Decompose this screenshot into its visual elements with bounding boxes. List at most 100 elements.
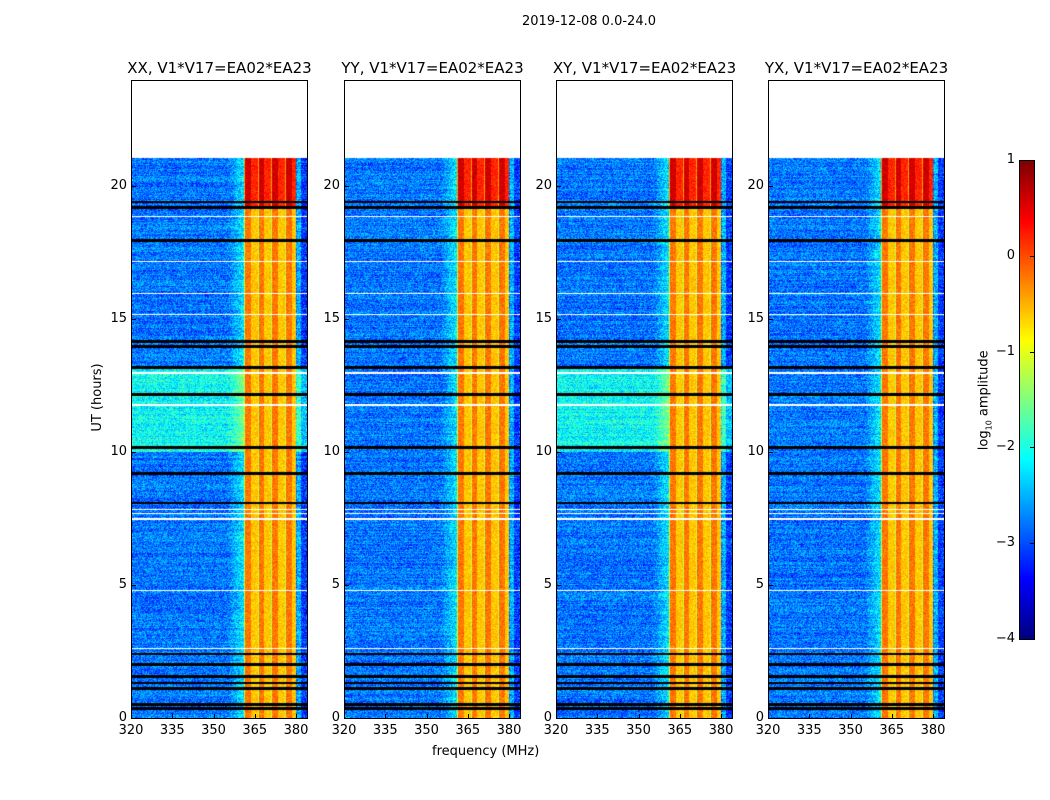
- colorbar-gradient: [1020, 161, 1034, 639]
- x-tick-label: 380: [708, 723, 734, 738]
- colorbar-tick-mark: [1030, 351, 1035, 353]
- colorbar-label-suffix: amplitude: [976, 350, 992, 421]
- heatmap-yx: [769, 81, 944, 718]
- x-tick-label: 320: [118, 723, 144, 738]
- y-tick-mark: [556, 718, 561, 719]
- x-tick-label: 380: [283, 723, 309, 738]
- x-tick-label: 350: [838, 723, 863, 738]
- heatmap-yy: [345, 81, 520, 718]
- heatmap-xx: [132, 81, 307, 718]
- figure-title: 2019-12-08 0.0-24.0: [522, 14, 656, 29]
- y-tick-label: 5: [118, 577, 127, 593]
- colorbar-label-subscript: 10: [984, 420, 994, 431]
- colorbar-tick-label: −3: [995, 535, 1015, 551]
- y-tick-mark: [344, 585, 349, 587]
- panel-title: XX, V1*V17=EA02*EA23: [127, 59, 312, 77]
- x-tick-label: 320: [543, 723, 569, 738]
- x-tick-label: 335: [372, 723, 398, 738]
- x-tick-mark: [254, 714, 256, 719]
- y-tick-label: 15: [747, 311, 764, 327]
- y-tick-label: 5: [755, 577, 764, 593]
- y-tick-label: 10: [110, 444, 127, 460]
- y-tick-mark: [768, 452, 773, 454]
- y-tick-label: 20: [535, 178, 552, 194]
- x-tick-label: 365: [455, 723, 481, 738]
- y-tick-mark: [556, 452, 561, 454]
- x-tick-mark: [172, 714, 174, 719]
- x-tick-mark: [344, 714, 345, 719]
- x-tick-label: 350: [626, 723, 651, 738]
- colorbar-tick-label: −1: [995, 343, 1015, 359]
- panel-title: YY, V1*V17=EA02*EA23: [341, 59, 524, 77]
- panel-axes-xx: [131, 80, 308, 719]
- x-tick-label: 380: [920, 723, 946, 738]
- x-tick-mark: [679, 714, 681, 719]
- y-tick-label: 10: [747, 444, 764, 460]
- colorbar: [1019, 160, 1035, 640]
- y-tick-label: 20: [323, 178, 340, 194]
- y-tick-mark: [344, 186, 349, 188]
- x-tick-mark: [467, 714, 469, 719]
- y-tick-mark: [768, 718, 773, 719]
- colorbar-tick-mark: [1030, 160, 1035, 161]
- x-tick-mark: [638, 714, 640, 719]
- panel-title: YX, V1*V17=EA02*EA23: [764, 59, 949, 77]
- y-tick-label: 20: [110, 178, 127, 194]
- x-tick-label: 380: [496, 723, 522, 738]
- y-tick-mark: [131, 718, 136, 719]
- y-tick-mark: [556, 186, 561, 188]
- y-tick-mark: [344, 718, 349, 719]
- colorbar-tick-label: −4: [995, 631, 1015, 646]
- x-tick-mark: [933, 714, 934, 719]
- y-tick-label: 10: [323, 444, 340, 460]
- y-tick-mark: [556, 585, 561, 587]
- y-tick-mark: [768, 186, 773, 188]
- panel-axes-xy: [556, 80, 733, 719]
- x-tick-label: 350: [414, 723, 439, 738]
- x-tick-label: 320: [755, 723, 781, 738]
- x-tick-mark: [296, 714, 297, 719]
- y-tick-label: 0: [755, 710, 764, 725]
- colorbar-tick-label: −2: [995, 439, 1015, 455]
- y-tick-label: 15: [323, 311, 340, 327]
- x-tick-label: 320: [331, 723, 357, 738]
- x-tick-mark: [850, 714, 852, 719]
- x-tick-label: 335: [796, 723, 822, 738]
- colorbar-tick-mark: [1030, 447, 1035, 449]
- x-tick-mark: [385, 714, 387, 719]
- y-tick-mark: [131, 319, 136, 321]
- y-tick-mark: [344, 452, 349, 454]
- colorbar-tick-label: 1: [1006, 152, 1015, 167]
- x-tick-mark: [721, 714, 722, 719]
- y-tick-label: 15: [535, 311, 552, 327]
- y-tick-mark: [131, 585, 136, 587]
- x-tick-mark: [809, 714, 811, 719]
- x-tick-mark: [891, 714, 893, 719]
- x-tick-label: 335: [584, 723, 610, 738]
- y-tick-label: 0: [331, 710, 340, 725]
- x-tick-label: 365: [667, 723, 693, 738]
- y-tick-label: 5: [543, 577, 552, 593]
- y-tick-mark: [131, 452, 136, 454]
- y-tick-label: 0: [543, 710, 552, 725]
- colorbar-tick-label: 0: [1006, 247, 1015, 263]
- y-tick-label: 15: [110, 311, 127, 327]
- y-tick-label: 20: [747, 178, 764, 194]
- x-tick-mark: [509, 714, 510, 719]
- heatmap-xy: [557, 81, 732, 718]
- x-tick-mark: [556, 714, 557, 719]
- x-tick-label: 365: [879, 723, 905, 738]
- panel-axes-yx: [768, 80, 945, 719]
- colorbar-tick-mark: [1030, 639, 1035, 640]
- x-tick-mark: [426, 714, 428, 719]
- x-tick-mark: [768, 714, 769, 719]
- panel-title: XY, V1*V17=EA02*EA23: [552, 59, 737, 77]
- y-tick-mark: [556, 319, 561, 321]
- x-tick-mark: [131, 714, 132, 719]
- x-tick-mark: [597, 714, 599, 719]
- x-tick-mark: [213, 714, 215, 719]
- x-tick-label: 335: [159, 723, 185, 738]
- y-tick-label: 5: [331, 577, 340, 593]
- x-tick-label: 365: [242, 723, 268, 738]
